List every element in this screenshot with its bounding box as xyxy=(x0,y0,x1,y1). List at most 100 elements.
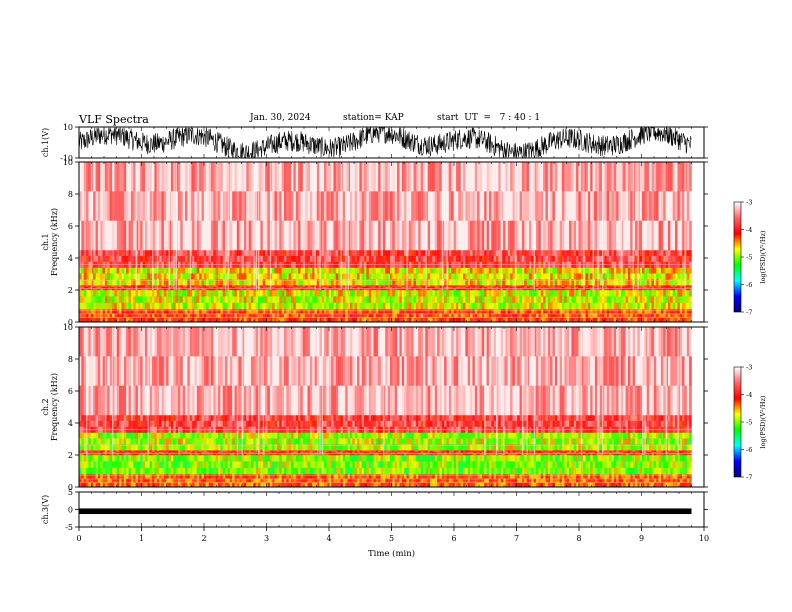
spectrogram-cell xyxy=(675,290,678,297)
spectrogram-cell xyxy=(540,162,544,192)
spectrogram-cell xyxy=(642,162,645,192)
spectrogram-cell xyxy=(660,220,664,251)
spectrogram-cell xyxy=(88,191,92,221)
spectrogram-cell xyxy=(639,288,643,291)
spectrogram-cell xyxy=(206,290,209,297)
spectrogram-cell xyxy=(142,220,146,251)
spectrogram-cell xyxy=(495,273,499,280)
spectrogram-cell xyxy=(404,309,407,314)
spectrogram-cell xyxy=(418,261,421,268)
spectrogram-cell xyxy=(538,290,542,297)
spectrogram-cell xyxy=(380,273,384,280)
spectrogram-cell xyxy=(156,296,160,304)
spectrogram-cell xyxy=(187,317,191,323)
spectrogram-cell xyxy=(458,261,461,268)
spectrogram-streak xyxy=(583,162,585,290)
spectrogram-cell xyxy=(309,290,313,297)
spectrogram-cell xyxy=(587,286,591,289)
spectrogram-cell xyxy=(644,317,648,323)
spectrogram-cell xyxy=(580,191,584,221)
spectrogram-cell xyxy=(550,317,553,323)
spectrogram-cell xyxy=(470,290,473,297)
spectrogram-cell xyxy=(300,255,304,263)
spectrogram-cell xyxy=(177,302,181,310)
spectrogram-cell xyxy=(281,267,285,274)
spectrogram-cell xyxy=(260,296,264,304)
spectrogram-cell xyxy=(152,296,155,304)
spectrogram-cell xyxy=(119,279,122,286)
spectrogram-cell xyxy=(338,286,341,289)
spectrogram-streak xyxy=(637,162,639,290)
spectrogram-cell xyxy=(210,267,214,274)
spectrogram-cell xyxy=(182,288,186,291)
spectrogram-cell xyxy=(163,313,167,319)
spectrogram-cell xyxy=(298,261,301,268)
spectrogram-cell xyxy=(142,288,146,291)
spectrogram-cell xyxy=(533,290,537,297)
spectrogram-cell xyxy=(521,317,525,323)
spectrogram-cell xyxy=(634,273,638,280)
spectrogram-cell xyxy=(135,309,139,314)
spectrogram-cell xyxy=(658,296,662,304)
spectrogram-cell xyxy=(616,162,619,192)
spectrogram-cell xyxy=(505,317,509,323)
spectrogram-cell xyxy=(185,255,188,263)
spectrogram-cell xyxy=(634,250,638,257)
spectrogram-cell xyxy=(547,302,551,310)
spectrogram-cell xyxy=(642,250,645,257)
spectrogram-cell xyxy=(576,279,579,286)
spectrogram-cell xyxy=(639,255,643,263)
spectrogram-cell xyxy=(166,285,169,288)
spectrogram-cell xyxy=(514,317,518,323)
spectrogram-cell xyxy=(451,309,454,314)
spectrogram-cell xyxy=(312,267,315,274)
spectrogram-cell xyxy=(632,309,636,314)
spectrogram-cell xyxy=(161,267,165,274)
spectrogram-cell xyxy=(328,317,332,323)
spectrogram-cell xyxy=(142,255,146,263)
spectrogram-cell xyxy=(646,261,650,268)
spectrogram-cell xyxy=(682,296,685,304)
spectrogram-cell xyxy=(585,290,589,297)
spectrogram-cell xyxy=(302,286,306,289)
spectrogram-streak xyxy=(189,162,192,290)
spectrogram-cell xyxy=(232,302,235,310)
spectrogram-cell xyxy=(524,288,527,291)
spectrogram-cell xyxy=(217,267,221,274)
spectrogram-cell xyxy=(241,162,245,192)
spectrogram-cell xyxy=(413,255,417,263)
spectrogram-cell xyxy=(324,288,327,291)
spectrogram-cell xyxy=(121,250,125,257)
spectrogram-cell xyxy=(585,273,589,280)
spectrogram-cell xyxy=(580,279,584,286)
spectrogram-cell xyxy=(408,286,412,289)
spectrogram-cell xyxy=(255,302,259,310)
spectrogram-cell xyxy=(675,162,678,192)
spectrogram-cell xyxy=(335,191,339,221)
spectrogram-cell xyxy=(500,313,504,319)
spectrogram-cell xyxy=(392,302,395,310)
spectrogram-cell xyxy=(590,296,593,304)
spectrogram-cell xyxy=(488,273,492,280)
spectrogram-cell xyxy=(397,317,400,323)
spectrogram-cell xyxy=(503,302,506,310)
spectrogram-cell xyxy=(545,288,549,291)
spectrogram-cell xyxy=(686,279,690,286)
spectrogram-cell xyxy=(250,220,254,251)
spectrogram-cell xyxy=(295,309,299,314)
spectrogram-cell xyxy=(543,288,546,291)
spectrogram-cell xyxy=(434,317,438,323)
spectrogram-cell xyxy=(316,220,320,251)
spectrogram-cell xyxy=(481,261,485,268)
spectrogram-cell xyxy=(250,288,254,291)
spectrogram-cell xyxy=(333,162,337,192)
spectrogram-cell xyxy=(361,279,365,286)
spectrogram-cell xyxy=(623,313,626,319)
spectrogram-cell xyxy=(203,191,207,221)
spectrogram-cell xyxy=(192,162,195,192)
spectrogram-cell xyxy=(114,255,117,263)
spectrogram-cell xyxy=(262,261,266,268)
colorbar-tick-label: -7 xyxy=(746,309,752,317)
spectrogram-cell xyxy=(201,255,205,263)
spectrogram-cell xyxy=(100,255,103,263)
